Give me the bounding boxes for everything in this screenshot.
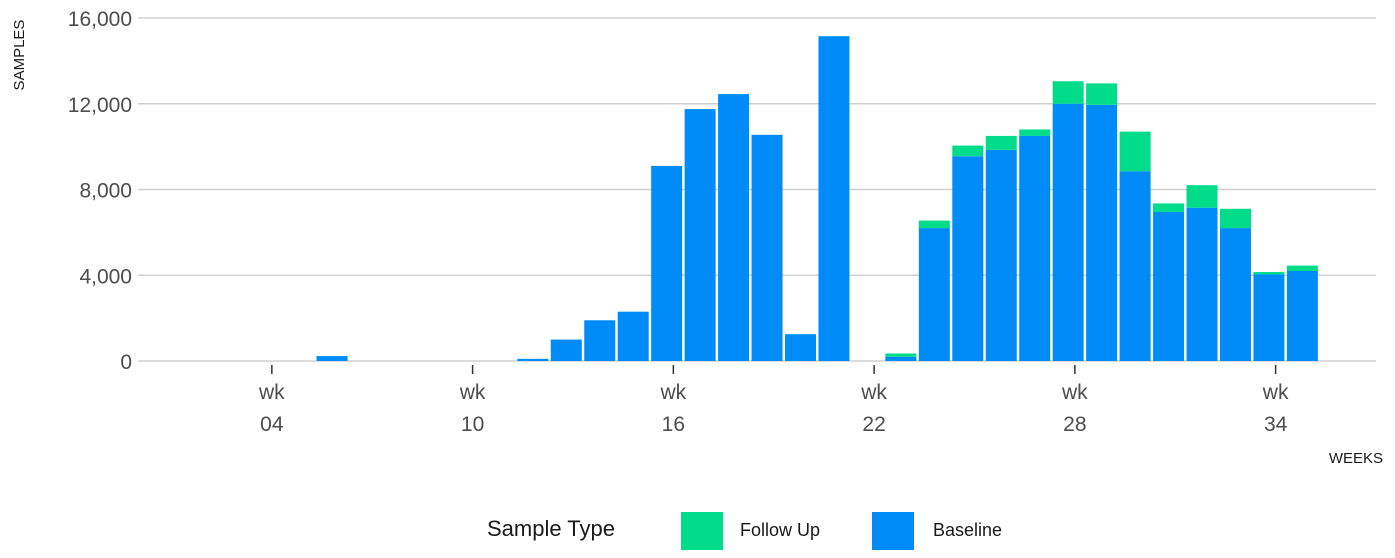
x-tick-label-line2: 10 <box>461 413 484 436</box>
bar-baseline <box>584 320 616 361</box>
y-tick-label: 12,000 <box>68 94 132 117</box>
y-tick-label: 0 <box>120 351 132 374</box>
bar-follow-up <box>1086 83 1118 105</box>
bar-follow-up <box>1186 185 1218 208</box>
bar-baseline <box>684 109 716 361</box>
legend-title: Sample Type <box>487 516 615 541</box>
legend-label-follow-up: Follow Up <box>740 520 820 540</box>
bar-baseline <box>751 134 783 361</box>
bar-follow-up <box>1153 203 1185 213</box>
x-tick-label-line2: 28 <box>1063 413 1086 436</box>
bar-baseline <box>617 311 649 361</box>
bar-baseline <box>885 356 917 361</box>
bar-follow-up <box>1219 208 1251 229</box>
bar-follow-up <box>1019 129 1051 136</box>
bar-follow-up <box>985 135 1017 150</box>
bar-baseline <box>985 149 1017 361</box>
bar-baseline <box>517 358 549 361</box>
x-tick-label-line1: wk <box>258 381 285 404</box>
legend-swatch-follow-up <box>681 512 723 550</box>
y-tick-label: 8,000 <box>79 180 132 203</box>
bar-baseline <box>952 156 984 361</box>
x-tick-label-line2: 16 <box>662 413 685 436</box>
bar-follow-up <box>1286 265 1318 271</box>
bar-baseline <box>1286 270 1318 361</box>
x-tick-label-line1: wk <box>1262 381 1289 404</box>
bar-follow-up <box>1119 131 1151 172</box>
bar-baseline <box>1253 274 1285 361</box>
x-tick-label-line1: wk <box>459 381 486 404</box>
bar-baseline <box>1019 135 1051 361</box>
bar-baseline <box>1086 104 1118 362</box>
y-tick-label: 4,000 <box>79 265 132 288</box>
bar-baseline <box>1153 212 1185 361</box>
bar-follow-up <box>885 353 917 357</box>
legend-swatch-baseline <box>872 512 914 550</box>
bar-baseline <box>550 339 582 361</box>
x-axis-title: WEEKS <box>1329 450 1383 467</box>
bars <box>316 36 1318 362</box>
x-tick-label-line2: 04 <box>260 413 284 436</box>
x-tick-label-line1: wk <box>860 381 887 404</box>
bar-follow-up <box>952 145 984 157</box>
legend: Sample Type Follow Up Baseline <box>487 512 1002 550</box>
x-tick-label-line2: 34 <box>1264 413 1288 436</box>
y-tick-label: 16,000 <box>68 8 132 31</box>
x-tick-label-line1: wk <box>1061 381 1088 404</box>
bar-follow-up <box>1052 81 1084 104</box>
bar-baseline <box>918 228 950 361</box>
bar-baseline <box>1052 103 1084 361</box>
bar-follow-up <box>1253 272 1285 275</box>
x-axis: wk 04 wk 10 wk 16 wk 22 wk 28 wk 34 <box>258 365 1289 436</box>
bar-baseline <box>818 36 850 362</box>
bar-baseline <box>1119 171 1151 361</box>
y-axis-title: SAMPLES <box>11 20 28 91</box>
bar-baseline <box>718 94 750 362</box>
x-tick-label-line1: wk <box>660 381 687 404</box>
legend-label-baseline: Baseline <box>933 520 1002 540</box>
bar-follow-up <box>918 220 950 229</box>
y-axis: 0 4,000 8,000 12,000 16,000 <box>68 8 132 374</box>
bar-baseline <box>651 165 683 361</box>
bar-baseline <box>316 356 348 361</box>
x-tick-label-line2: 22 <box>862 413 885 436</box>
bar-baseline <box>1219 228 1251 361</box>
bar-baseline <box>1186 207 1218 361</box>
bar-baseline <box>784 334 816 361</box>
